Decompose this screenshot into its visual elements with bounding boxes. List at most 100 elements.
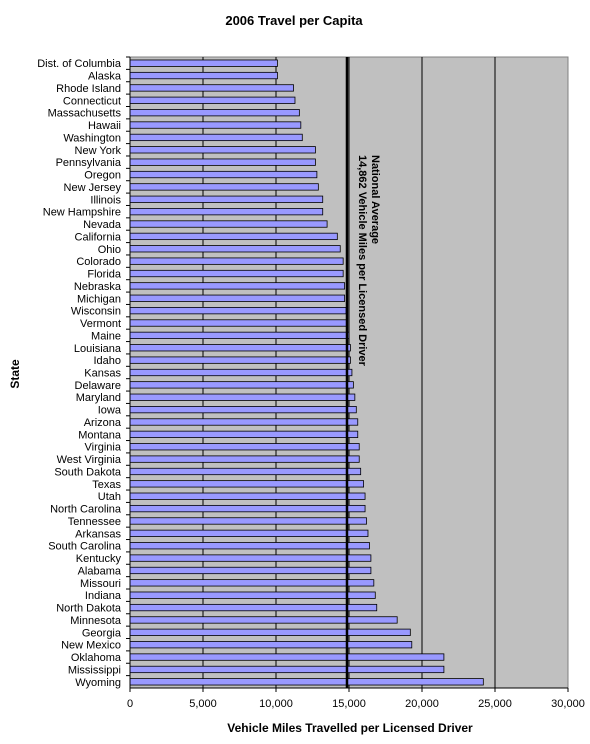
bar-7 bbox=[129, 146, 316, 154]
category-label-22: Maine bbox=[91, 330, 121, 342]
x-tick-label-5: 25,000 bbox=[478, 698, 512, 710]
category-label-36: North Carolina bbox=[50, 504, 122, 516]
bar-4 bbox=[129, 109, 300, 117]
bar-31 bbox=[129, 443, 360, 451]
bar-48 bbox=[129, 653, 445, 661]
bar-10 bbox=[129, 183, 319, 191]
category-label-29: Arizona bbox=[84, 417, 122, 429]
category-label-4: Massachusetts bbox=[48, 108, 122, 120]
category-label-16: Colorado bbox=[76, 256, 121, 268]
bar-15 bbox=[129, 245, 341, 253]
bar-19 bbox=[129, 294, 346, 302]
category-label-7: New York bbox=[75, 145, 122, 157]
category-label-2: Rhode Island bbox=[56, 83, 121, 95]
category-label-9: Oregon bbox=[84, 170, 121, 182]
bar-0 bbox=[129, 59, 278, 67]
category-label-33: South Dakota bbox=[54, 466, 122, 478]
category-label-21: Vermont bbox=[80, 318, 121, 330]
bar-44 bbox=[129, 603, 378, 612]
bar-24 bbox=[129, 356, 351, 364]
bar-45 bbox=[129, 616, 398, 624]
bar-25 bbox=[129, 368, 353, 377]
bar-16 bbox=[129, 257, 344, 265]
category-label-24: Idaho bbox=[93, 355, 121, 367]
national-average-label: National Average bbox=[369, 155, 381, 244]
x-tick-label-1: 5,000 bbox=[189, 698, 217, 710]
category-label-41: Alabama bbox=[78, 565, 122, 577]
category-label-23: Louisiana bbox=[74, 343, 122, 355]
category-label-0: Dist. of Columbia bbox=[37, 58, 122, 70]
category-label-15: Ohio bbox=[98, 244, 121, 256]
bar-3 bbox=[129, 96, 296, 104]
x-axis-label: Vehicle Miles Travelled per Licensed Dri… bbox=[227, 721, 473, 735]
category-label-32: West Virginia bbox=[57, 454, 122, 466]
bar-35 bbox=[129, 492, 366, 500]
bar-49 bbox=[129, 665, 445, 674]
bar-32 bbox=[129, 455, 360, 463]
category-label-49: Mississippi bbox=[68, 664, 121, 676]
category-label-45: Minnesota bbox=[70, 615, 122, 627]
bar-33 bbox=[129, 467, 362, 476]
bar-28 bbox=[129, 406, 357, 414]
bar-46 bbox=[129, 628, 411, 636]
category-label-18: Nebraska bbox=[74, 281, 122, 293]
bar-2 bbox=[129, 84, 294, 92]
x-tick-label-4: 20,000 bbox=[405, 698, 439, 710]
x-tick-label-2: 10,000 bbox=[259, 698, 293, 710]
bar-26 bbox=[129, 381, 354, 389]
category-label-5: Hawaii bbox=[88, 120, 121, 132]
category-label-10: New Jersey bbox=[64, 182, 122, 194]
bar-29 bbox=[129, 418, 359, 426]
bar-36 bbox=[129, 504, 366, 513]
category-label-43: Indiana bbox=[85, 590, 122, 602]
bar-22 bbox=[129, 331, 350, 339]
category-label-13: Nevada bbox=[83, 219, 122, 231]
bar-20 bbox=[129, 307, 347, 315]
bar-47 bbox=[129, 641, 413, 649]
category-label-40: Kentucky bbox=[76, 553, 122, 565]
chart-title: 2006 Travel per Capita bbox=[225, 13, 363, 28]
bar-17 bbox=[129, 269, 344, 278]
bar-37 bbox=[129, 517, 367, 525]
category-label-8: Pennsylvania bbox=[56, 157, 122, 169]
category-label-42: Missouri bbox=[80, 578, 121, 590]
national-average-value-label: 14,862 Vehicle Miles per Licensed Driver bbox=[356, 155, 368, 367]
bar-43 bbox=[129, 591, 376, 599]
category-label-39: South Carolina bbox=[48, 541, 122, 553]
bar-23 bbox=[129, 344, 351, 352]
bar-39 bbox=[129, 542, 370, 550]
bar-6 bbox=[129, 133, 303, 142]
bar-1 bbox=[129, 71, 278, 80]
x-tick-label-0: 0 bbox=[127, 698, 133, 710]
bar-8 bbox=[129, 158, 316, 166]
category-label-20: Wisconsin bbox=[71, 306, 121, 318]
bar-50 bbox=[129, 678, 484, 686]
x-tick-label-6: 30,000 bbox=[551, 698, 585, 710]
category-label-1: Alaska bbox=[88, 71, 122, 83]
category-label-17: Florida bbox=[87, 269, 122, 281]
bar-12 bbox=[129, 208, 324, 216]
category-label-14: California bbox=[75, 231, 122, 243]
category-label-48: Oklahoma bbox=[71, 652, 122, 664]
bar-5 bbox=[129, 121, 302, 129]
category-label-50: Wyoming bbox=[75, 677, 121, 689]
category-label-25: Kansas bbox=[84, 368, 121, 380]
category-label-19: Michigan bbox=[77, 293, 121, 305]
category-label-12: New Hampshire bbox=[43, 207, 121, 219]
category-label-37: Tennessee bbox=[68, 516, 121, 528]
bar-38 bbox=[129, 529, 369, 537]
category-label-28: Iowa bbox=[98, 405, 122, 417]
category-label-44: North Dakota bbox=[56, 603, 122, 615]
category-label-31: Virginia bbox=[85, 442, 122, 454]
bar-9 bbox=[129, 170, 318, 179]
category-label-34: Texas bbox=[92, 479, 121, 491]
category-label-38: Arkansas bbox=[75, 528, 121, 540]
bar-11 bbox=[129, 195, 324, 203]
bar-40 bbox=[129, 554, 372, 562]
category-label-35: Utah bbox=[98, 491, 121, 503]
y-axis-label: State bbox=[8, 359, 22, 389]
bar-34 bbox=[129, 480, 365, 488]
